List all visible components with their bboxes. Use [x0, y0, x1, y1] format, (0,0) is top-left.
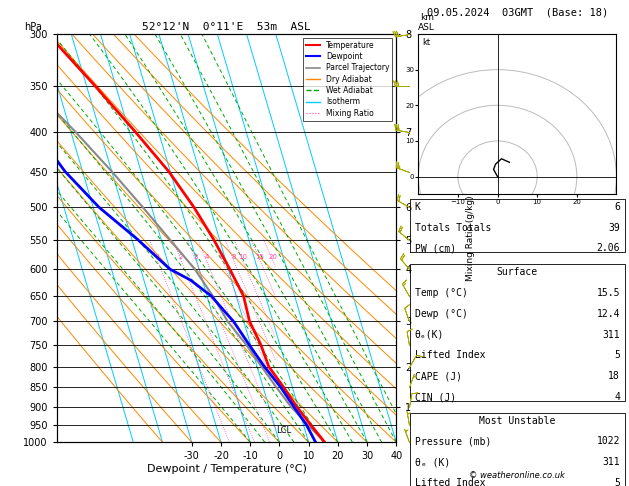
Text: © weatheronline.co.uk: © weatheronline.co.uk: [469, 471, 565, 480]
Text: kt: kt: [422, 38, 430, 47]
Text: 39: 39: [608, 223, 620, 233]
Text: 12.4: 12.4: [596, 309, 620, 319]
Text: Most Unstable: Most Unstable: [479, 416, 555, 426]
Text: 5: 5: [614, 350, 620, 361]
Text: 3: 3: [194, 255, 198, 260]
Text: 15: 15: [255, 255, 264, 260]
Text: Lifted Index: Lifted Index: [415, 478, 485, 486]
Text: Lifted Index: Lifted Index: [415, 350, 485, 361]
Text: 4: 4: [614, 392, 620, 402]
Text: 18: 18: [608, 371, 620, 382]
Text: 2.06: 2.06: [596, 243, 620, 254]
Text: θₑ(K): θₑ(K): [415, 330, 444, 340]
Text: Dewp (°C): Dewp (°C): [415, 309, 467, 319]
Text: km
ASL: km ASL: [418, 13, 435, 32]
X-axis label: Dewpoint / Temperature (°C): Dewpoint / Temperature (°C): [147, 464, 306, 474]
Text: 15.5: 15.5: [596, 288, 620, 298]
Title: 52°12'N  0°11'E  53m  ASL: 52°12'N 0°11'E 53m ASL: [142, 22, 311, 32]
Text: Mixing Ratio (g/kg): Mixing Ratio (g/kg): [467, 195, 476, 281]
Text: Pressure (mb): Pressure (mb): [415, 436, 491, 447]
Legend: Temperature, Dewpoint, Parcel Trajectory, Dry Adiabat, Wet Adiabat, Isotherm, Mi: Temperature, Dewpoint, Parcel Trajectory…: [303, 38, 392, 121]
Text: 4: 4: [204, 255, 209, 260]
Text: CAPE (J): CAPE (J): [415, 371, 462, 382]
Text: 5: 5: [614, 478, 620, 486]
Text: hPa: hPa: [25, 22, 42, 32]
Text: 311: 311: [603, 330, 620, 340]
Text: 20: 20: [268, 255, 277, 260]
Text: 10: 10: [238, 255, 247, 260]
Text: 1: 1: [155, 255, 160, 260]
Text: PW (cm): PW (cm): [415, 243, 456, 254]
Text: LCL: LCL: [277, 426, 292, 435]
Text: CIN (J): CIN (J): [415, 392, 456, 402]
Text: 2: 2: [179, 255, 183, 260]
Text: Totals Totals: Totals Totals: [415, 223, 491, 233]
Text: 1022: 1022: [596, 436, 620, 447]
Text: θₑ (K): θₑ (K): [415, 457, 450, 468]
Text: Temp (°C): Temp (°C): [415, 288, 467, 298]
Text: K: K: [415, 202, 421, 212]
Text: 311: 311: [603, 457, 620, 468]
Text: 8: 8: [231, 255, 236, 260]
Text: Surface: Surface: [497, 267, 538, 277]
Text: 6: 6: [614, 202, 620, 212]
Text: 6: 6: [220, 255, 225, 260]
Text: 09.05.2024  03GMT  (Base: 18): 09.05.2024 03GMT (Base: 18): [426, 7, 608, 17]
